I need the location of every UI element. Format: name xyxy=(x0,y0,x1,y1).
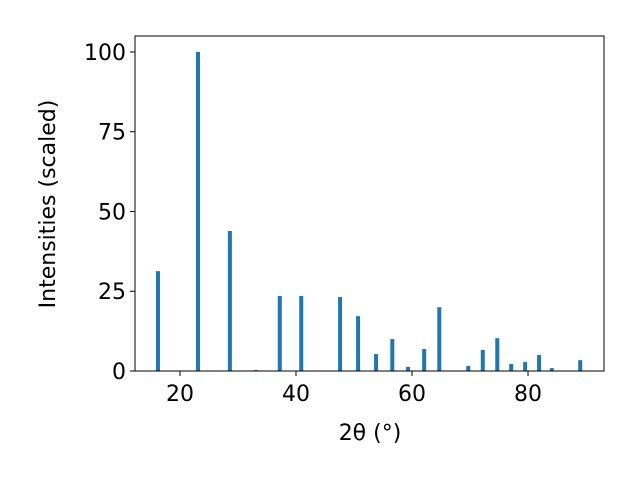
bar xyxy=(277,296,282,371)
x-tick-label: 60 xyxy=(398,382,426,407)
y-tick-label: 100 xyxy=(84,41,126,66)
bar xyxy=(227,230,232,371)
bar xyxy=(374,354,379,371)
x-tick-label: 20 xyxy=(166,382,194,407)
bar xyxy=(523,362,528,371)
bar xyxy=(356,316,361,371)
bar xyxy=(299,296,304,371)
y-tick-label: 75 xyxy=(98,121,126,146)
bar xyxy=(155,271,160,371)
bar xyxy=(495,338,500,371)
bar xyxy=(578,360,583,371)
y-axis-label: Intensities (scaled) xyxy=(36,100,61,309)
y-tick-label: 50 xyxy=(98,200,126,225)
x-axis-label: 2θ (°) xyxy=(339,421,402,446)
bar xyxy=(480,349,485,371)
y-tick-label: 0 xyxy=(112,360,126,385)
bar xyxy=(437,307,442,371)
bar xyxy=(537,355,542,371)
bar xyxy=(466,365,471,371)
bar xyxy=(509,363,514,371)
x-tick-label: 80 xyxy=(514,382,542,407)
bar xyxy=(390,339,395,371)
bar xyxy=(422,348,427,371)
x-tick-label: 40 xyxy=(282,382,310,407)
bar xyxy=(195,51,200,371)
bar xyxy=(405,366,410,371)
bar xyxy=(549,368,554,371)
y-tick-label: 25 xyxy=(98,280,126,305)
plot-frame xyxy=(134,35,605,372)
bar xyxy=(338,296,343,371)
